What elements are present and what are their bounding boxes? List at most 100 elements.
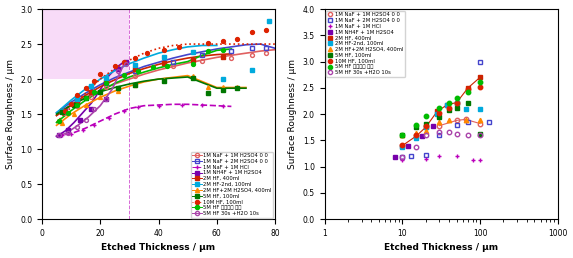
1M NaF + 1M HCl: [155, 104, 162, 107]
1M NaF + 2M H2SO4 0 0: [408, 155, 415, 158]
5M HF 스포이드 분사: [56, 119, 63, 123]
2M HF-2nd, 100ml: [219, 78, 226, 81]
2M HF-2nd, 100ml: [103, 76, 109, 79]
5M HF 스포이드 분사: [164, 65, 171, 68]
2M HF, 400ml: [477, 76, 484, 79]
Line: 2M HF, 400ml: 2M HF, 400ml: [60, 55, 225, 113]
2M HF+2M H2SO4, 400ml: [399, 134, 406, 137]
5M HF 30s +H2O 10s: [114, 69, 121, 72]
2M HF, 400ml: [444, 103, 451, 106]
2M HF+2M H2SO4, 400ml: [477, 119, 484, 122]
1M NaF + 1M HCl: [399, 159, 406, 162]
Line: 1M NaF + 2M H2SO4 0 0: 1M NaF + 2M H2SO4 0 0: [400, 59, 491, 159]
1M NaF + 1M HCl: [59, 134, 66, 137]
10M HF, 100ml: [436, 111, 443, 115]
5M HF 30s +H2O 10s: [422, 134, 429, 137]
5M HF, 100ml: [234, 87, 241, 90]
5M HF 스포이드 분사: [219, 48, 226, 51]
Line: 5M HF, 100ml: 5M HF, 100ml: [60, 76, 239, 114]
1M NaF + 1M HCl: [436, 155, 443, 158]
2M HF, 400ml: [434, 110, 441, 113]
1M NaF + 2M H2SO4 0 0: [199, 54, 206, 57]
2M HF+2M H2SO4, 400ml: [83, 103, 89, 107]
1M NaF + 1M HCl: [120, 109, 127, 112]
5M HF 30s +H2O 10s: [103, 97, 109, 100]
1M NaF + 1M H2SO4 0 0: [73, 104, 80, 107]
10M HF, 100ml: [413, 134, 419, 137]
2M HF-2nd, 100ml: [413, 136, 419, 139]
2M HF+2M H2SO4, 400ml: [234, 86, 241, 89]
1M NaF + 1M HCl: [199, 103, 206, 107]
5M HF 스포이드 분사: [422, 114, 429, 117]
2M HF, 400ml: [413, 135, 419, 138]
5M HF, 100ml: [70, 103, 77, 107]
5M HF, 100ml: [399, 134, 406, 137]
1M NaF + 2M H2SO4 0 0: [436, 134, 443, 137]
5M HF, 100ml: [114, 87, 121, 90]
2M HF+2M H2SO4, 400ml: [70, 112, 77, 116]
1M NaF + 2M H2SO4 0 0: [88, 90, 95, 93]
10M HF, 100ml: [132, 57, 139, 60]
1M NaF + 2M H2SO4 0 0: [263, 47, 270, 50]
1M NH4F + 1M H2SO4: [419, 135, 426, 138]
2M HF-2nd, 100ml: [399, 145, 406, 148]
Line: 2M HF-2nd, 100ml: 2M HF-2nd, 100ml: [400, 100, 482, 149]
5M HF, 100ml: [446, 108, 453, 111]
1M NaF + 1M H2SO4 0 0: [228, 57, 235, 60]
Line: 1M NH4F + 1M H2SO4: 1M NH4F + 1M H2SO4: [393, 123, 435, 159]
2M HF+2M H2SO4, 400ml: [59, 121, 66, 124]
5M HF 30s +H2O 10s: [399, 156, 406, 159]
2M HF-2nd, 100ml: [434, 112, 441, 116]
10M HF, 100ml: [161, 48, 168, 51]
5M HF 스포이드 분사: [120, 73, 127, 76]
5M HF 스포이드 분사: [190, 62, 197, 65]
10M HF, 100ml: [477, 85, 484, 88]
2M HF, 400ml: [190, 59, 197, 62]
2M HF+2M H2SO4, 400ml: [462, 119, 469, 122]
2M HF+2M H2SO4, 400ml: [219, 86, 226, 89]
2M HF+2M H2SO4, 400ml: [436, 120, 443, 124]
2M HF, 400ml: [132, 67, 139, 70]
2M HF-2nd, 100ml: [477, 107, 484, 110]
5M HF 스포이드 분사: [73, 103, 80, 107]
Line: 1M NaF + 1M HCl: 1M NaF + 1M HCl: [60, 103, 225, 137]
5M HF 스포이드 분사: [149, 66, 156, 69]
10M HF, 100ml: [68, 102, 74, 105]
5M HF 30s +H2O 10s: [91, 108, 98, 111]
1M NaF + 1M H2SO4 0 0: [453, 119, 460, 122]
10M HF, 100ml: [97, 73, 104, 76]
Line: 5M HF 스포이드 분사: 5M HF 스포이드 분사: [400, 79, 482, 137]
1M NaF + 2M H2SO4 0 0: [453, 123, 460, 126]
10M HF, 100ml: [453, 101, 460, 104]
Line: 10M HF, 100ml: 10M HF, 100ml: [400, 85, 482, 147]
10M HF, 100ml: [91, 80, 98, 83]
1M NaF + 1M H2SO4 0 0: [263, 52, 270, 55]
1M NaF + 2M H2SO4 0 0: [465, 120, 472, 124]
2M HF, 400ml: [161, 61, 168, 64]
2M HF+2M H2SO4, 400ml: [190, 75, 197, 78]
2M HF+2M H2SO4, 400ml: [114, 90, 121, 93]
Line: 2M HF+2M H2SO4, 400ml: 2M HF+2M H2SO4, 400ml: [400, 118, 482, 137]
Y-axis label: Surface Roughness / μm: Surface Roughness / μm: [288, 59, 297, 169]
2M HF+2M H2SO4, 400ml: [446, 119, 453, 122]
1M NaF + 1M H2SO4 0 0: [132, 74, 139, 77]
5M HF 30s +H2O 10s: [56, 134, 63, 137]
1M NH4F + 1M H2SO4: [391, 156, 398, 159]
5M HF 30s +H2O 10s: [436, 131, 443, 134]
10M HF, 100ml: [219, 40, 226, 43]
5M HF, 100ml: [413, 126, 419, 129]
2M HF-2nd, 100ml: [73, 97, 80, 100]
5M HF 스포이드 분사: [446, 101, 453, 104]
1M NaF + 1M HCl: [79, 128, 86, 131]
5M HF 스포이드 분사: [399, 134, 406, 137]
1M NaF + 2M H2SO4 0 0: [62, 109, 69, 112]
1M NH4F + 1M H2SO4: [56, 134, 63, 137]
5M HF 30s +H2O 10s: [413, 145, 419, 148]
10M HF, 100ml: [175, 45, 182, 49]
1M NaF + 1M HCl: [453, 155, 460, 158]
Line: 10M HF, 100ml: 10M HF, 100ml: [57, 28, 268, 123]
1M NH4F + 1M H2SO4: [430, 124, 437, 127]
2M HF+2M H2SO4, 400ml: [205, 86, 211, 89]
1M NaF + 1M H2SO4 0 0: [462, 118, 469, 121]
1M NaF + 2M H2SO4 0 0: [485, 120, 492, 124]
